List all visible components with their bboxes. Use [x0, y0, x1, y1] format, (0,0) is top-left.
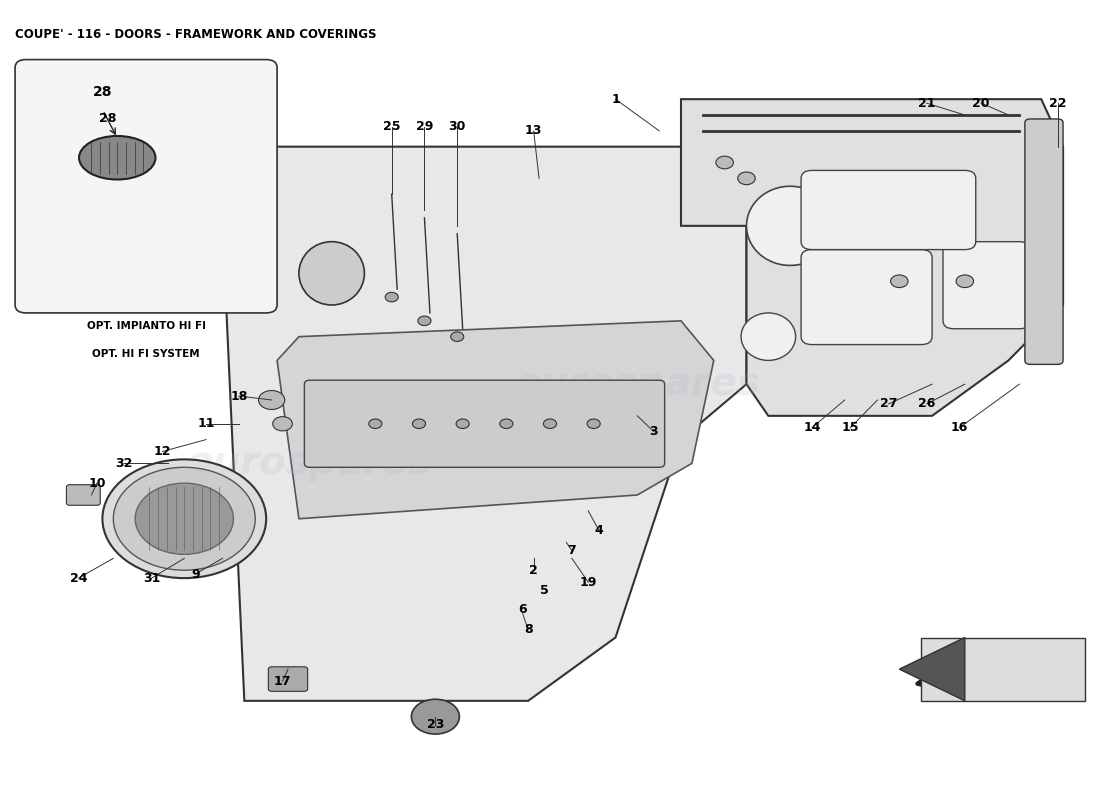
Text: 22: 22	[1049, 97, 1066, 110]
Circle shape	[412, 419, 426, 429]
Text: 12: 12	[154, 445, 172, 458]
Text: 11: 11	[197, 418, 215, 430]
Text: 28: 28	[94, 85, 112, 99]
Circle shape	[411, 699, 460, 734]
Ellipse shape	[299, 242, 364, 305]
Text: 9: 9	[191, 568, 199, 581]
Circle shape	[543, 419, 557, 429]
Text: 16: 16	[950, 422, 968, 434]
Text: 8: 8	[524, 623, 532, 636]
Text: 23: 23	[427, 718, 444, 731]
FancyBboxPatch shape	[801, 170, 976, 250]
Circle shape	[499, 419, 513, 429]
Text: 17: 17	[274, 674, 292, 687]
Polygon shape	[222, 146, 747, 701]
Text: 19: 19	[580, 575, 597, 589]
Circle shape	[273, 417, 293, 431]
Text: OPT. HI FI SYSTEM: OPT. HI FI SYSTEM	[92, 349, 200, 358]
Circle shape	[451, 332, 464, 342]
Text: 27: 27	[880, 398, 898, 410]
FancyBboxPatch shape	[268, 666, 308, 691]
Text: 18: 18	[230, 390, 248, 402]
FancyBboxPatch shape	[943, 242, 1031, 329]
Text: 10: 10	[88, 477, 106, 490]
Text: 32: 32	[116, 457, 133, 470]
Text: 25: 25	[383, 120, 400, 134]
FancyBboxPatch shape	[801, 250, 932, 345]
Circle shape	[418, 316, 431, 326]
Text: 24: 24	[69, 572, 87, 585]
Text: 29: 29	[416, 120, 433, 134]
Text: OPT. IMPIANTO HI FI: OPT. IMPIANTO HI FI	[87, 321, 206, 331]
Text: 20: 20	[972, 97, 990, 110]
Ellipse shape	[747, 186, 834, 266]
Text: 7: 7	[568, 544, 576, 557]
Circle shape	[956, 275, 974, 287]
Circle shape	[716, 156, 734, 169]
Circle shape	[102, 459, 266, 578]
Ellipse shape	[79, 136, 155, 179]
Text: 2: 2	[529, 564, 538, 577]
Circle shape	[368, 419, 382, 429]
FancyBboxPatch shape	[1025, 119, 1063, 364]
Circle shape	[385, 292, 398, 302]
Polygon shape	[921, 638, 1085, 701]
Circle shape	[587, 419, 601, 429]
Text: eurospares: eurospares	[515, 365, 760, 403]
Circle shape	[738, 172, 756, 185]
Text: 21: 21	[917, 97, 935, 110]
Circle shape	[456, 419, 470, 429]
Text: 4: 4	[595, 524, 604, 537]
Polygon shape	[681, 99, 1063, 416]
Text: 31: 31	[143, 572, 161, 585]
Text: 1: 1	[612, 93, 620, 106]
Polygon shape	[277, 321, 714, 518]
Circle shape	[891, 275, 909, 287]
Text: 5: 5	[540, 583, 549, 597]
Circle shape	[113, 467, 255, 570]
Text: 28: 28	[99, 113, 117, 126]
FancyBboxPatch shape	[305, 380, 664, 467]
Polygon shape	[900, 638, 965, 701]
FancyBboxPatch shape	[15, 59, 277, 313]
Text: eurospares: eurospares	[187, 444, 432, 482]
Text: 26: 26	[917, 398, 935, 410]
Text: 6: 6	[518, 603, 527, 616]
Text: 30: 30	[449, 120, 466, 134]
Text: 13: 13	[525, 124, 542, 138]
Text: COUPE' - 116 - DOORS - FRAMEWORK AND COVERINGS: COUPE' - 116 - DOORS - FRAMEWORK AND COV…	[15, 28, 376, 41]
Text: 3: 3	[649, 425, 658, 438]
Ellipse shape	[741, 313, 795, 361]
FancyBboxPatch shape	[66, 485, 100, 506]
Text: 14: 14	[803, 422, 821, 434]
Circle shape	[135, 483, 233, 554]
Text: 15: 15	[842, 422, 859, 434]
Circle shape	[258, 390, 285, 410]
